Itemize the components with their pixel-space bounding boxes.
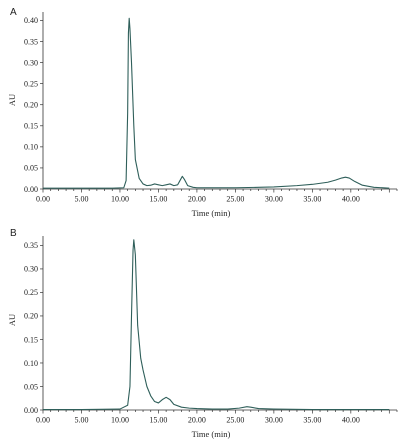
chart-panel-b: B AU Time (min) 0.00 0.05 0.10 0.15 0.20 0.25… [7,228,398,439]
panel-label: B [10,228,17,239]
y-tick-label: 0.40 [24,16,38,25]
y-tick-label: 0.30 [24,265,38,274]
x-tick-label: 30.00 [265,195,283,204]
y-axis-title: AU [7,94,17,106]
y-tick-label: 0.25 [24,288,38,297]
panel-label: A [10,7,17,18]
y-tick-label: 0.10 [24,143,38,152]
y-axis-title: AU [7,314,17,326]
x-tick-label: 15.00 [149,416,167,425]
x-tick-label: 20.00 [188,416,206,425]
x-tick-label: 35.00 [303,195,321,204]
x-tick-label: 25.00 [226,416,244,425]
x-tick-label: 0.00 [36,416,50,425]
x-tick-label: 20.00 [188,195,206,204]
x-tick-label: 15.00 [149,195,167,204]
y-tick-label: 0.15 [24,335,38,344]
x-tick-label: 5.00 [74,416,88,425]
y-tick-label: 0.00 [24,185,38,194]
x-tick-label: 40.00 [342,416,360,425]
x-tick-label: 25.00 [226,195,244,204]
y-tick-label: 0.15 [24,122,38,131]
y-tick-label: 0.30 [24,58,38,67]
y-tick-label: 0.05 [24,164,38,173]
x-axis-title: Time (min) [192,208,231,218]
y-tick-label: 0.10 [24,359,38,368]
y-tick-label: 0.35 [24,241,38,250]
chromatogram-trace [43,239,390,411]
x-tick-label: 30.00 [265,416,283,425]
y-tick-label: 0.25 [24,79,38,88]
y-tick-label: 0.05 [24,382,38,391]
x-tick-label: 0.00 [36,195,50,204]
y-tick-label: 0.20 [24,312,38,321]
x-tick-label: 10.00 [111,416,129,425]
y-tick-label: 0.35 [24,37,38,46]
chromatogram-trace [43,17,390,189]
x-tick-label: 40.00 [342,195,360,204]
y-tick-label: 0.20 [24,101,38,110]
x-axis-title: Time (min) [192,429,231,439]
x-tick-label: 10.00 [111,195,129,204]
chart-panel-a: A AU Time (min) 0.00 0.05 0.10 0.15 0.20 0.25… [7,7,398,218]
x-tick-label: 5.00 [74,195,88,204]
y-tick-label: 0.00 [24,406,38,415]
x-tick-label: 35.00 [303,416,321,425]
